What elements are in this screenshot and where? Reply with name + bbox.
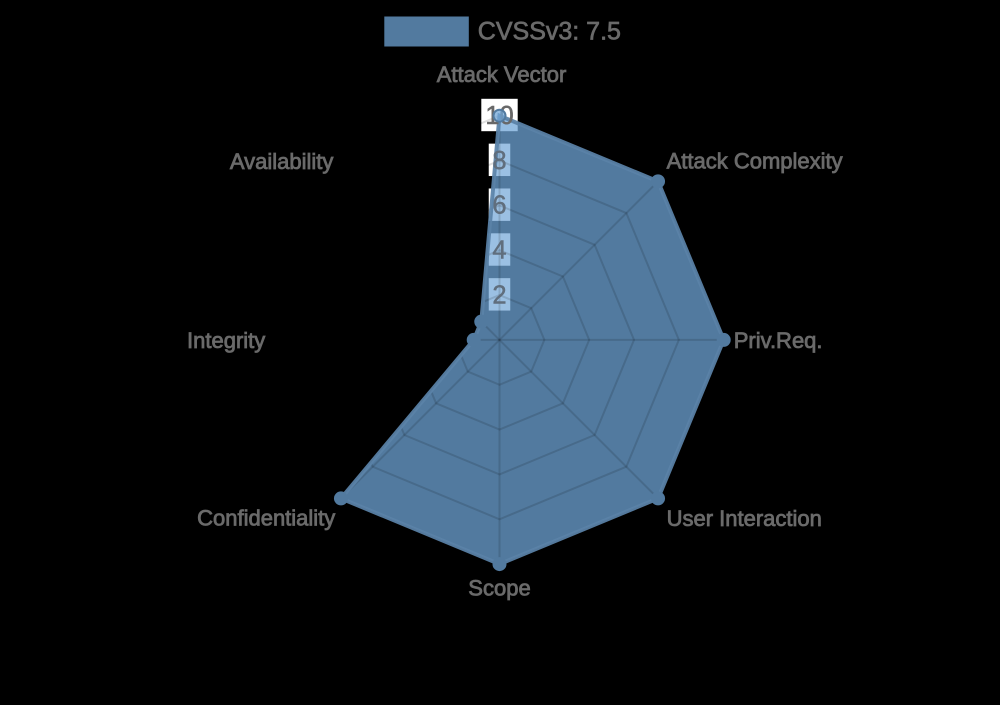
- svg-text:Scope: Scope: [468, 576, 530, 601]
- svg-text:Confidentiality: Confidentiality: [197, 506, 335, 531]
- svg-text:6: 6: [492, 192, 506, 220]
- svg-text:User Interaction: User Interaction: [667, 506, 822, 531]
- svg-text:Attack Vector: Attack Vector: [437, 62, 567, 87]
- svg-text:Integrity: Integrity: [187, 328, 265, 353]
- svg-text:Availability: Availability: [230, 149, 334, 174]
- svg-text:Attack Complexity: Attack Complexity: [667, 149, 843, 174]
- svg-text:8: 8: [492, 147, 506, 175]
- svg-text:2: 2: [492, 281, 506, 309]
- svg-text:CVSSv3: 7.5: CVSSv3: 7.5: [478, 18, 621, 46]
- svg-text:Priv.Req.: Priv.Req.: [734, 328, 823, 353]
- svg-text:4: 4: [492, 237, 506, 265]
